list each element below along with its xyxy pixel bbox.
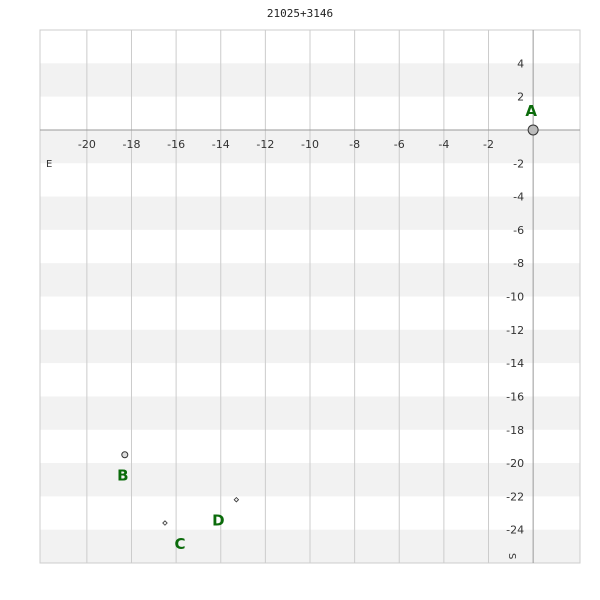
x-tick-label: -16: [167, 138, 185, 151]
point-label-d: D: [212, 512, 224, 530]
x-tick-label: -8: [349, 138, 360, 151]
x-tick-label: -10: [301, 138, 319, 151]
x-tick-label: -12: [256, 138, 274, 151]
y-tick-label: -14: [506, 357, 524, 370]
point-label-b: B: [117, 467, 128, 485]
y-tick-label: -10: [506, 291, 524, 304]
data-points: A B C D: [117, 102, 539, 553]
gridlines: [86, 30, 490, 563]
chart-title: 21025+3146: [266, 7, 334, 20]
plot-frame: [39, 29, 581, 564]
x-tick-label: -6: [394, 138, 405, 151]
x-axis-label: E: [46, 159, 52, 170]
axis-names: ES: [46, 159, 517, 559]
point-a: [527, 124, 539, 136]
y-tick-label: -18: [506, 424, 524, 437]
y-tick-label: -24: [506, 524, 524, 537]
x-tick-label: -18: [123, 138, 141, 151]
tick-labels: -20 -18 -16 -14 -12 -10 -8 -6 -4 -242-2-4-6-8-10-…: [78, 57, 524, 536]
x-tick-label: -20: [78, 138, 96, 151]
x-tick-label: -14: [212, 138, 230, 151]
y-tick-label: -4: [513, 191, 524, 204]
point-d: [233, 496, 240, 503]
y-tick-label: 2: [517, 91, 524, 104]
point-b: [121, 451, 129, 459]
point-label-a: A: [525, 102, 537, 120]
y-tick-label: -20: [506, 457, 524, 470]
point-label-c: C: [174, 535, 185, 553]
axes: [40, 30, 580, 563]
y-tick-label: -12: [506, 324, 524, 337]
y-tick-label: -6: [513, 224, 524, 237]
point-c: [162, 520, 168, 526]
y-tick-label: 4: [517, 57, 524, 70]
x-tick-label: -2: [483, 138, 494, 151]
y-tick-label: -8: [513, 257, 524, 270]
y-tick-label: -16: [506, 390, 524, 403]
y-axis-label: S: [506, 553, 517, 559]
x-tick-label: -4: [438, 138, 449, 151]
y-tick-label: -2: [513, 157, 524, 170]
y-tick-label: -22: [506, 490, 524, 503]
